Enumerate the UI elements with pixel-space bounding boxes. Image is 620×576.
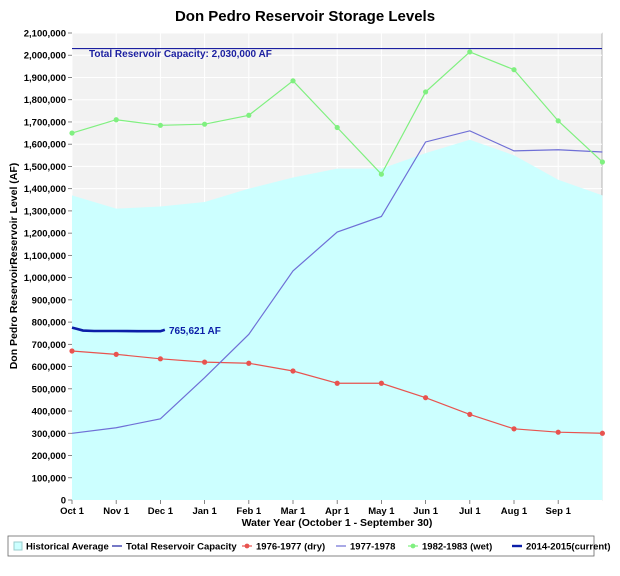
x-axis-label: Water Year (October 1 - September 30) [242,517,433,529]
data-point-1976-1977-dry [511,426,517,432]
y-tick-label: 1,500,000 [24,162,66,173]
x-tick-label: Jun 1 [413,506,439,517]
data-point-1982-1983-wet [246,112,252,118]
legend-marker-1976-1977-dry [244,543,250,549]
legend-box [7,535,595,557]
x-tick-label: Mar 1 [281,506,307,517]
x-tick-label: Feb 1 [236,506,262,517]
y-tick-label: 1,800,000 [24,95,66,106]
x-tick-label: Apr 1 [325,506,350,517]
x-tick-label: May 1 [368,506,395,517]
data-point-1982-1983-wet [334,124,340,131]
data-point-1976-1977-dry [555,429,561,435]
data-point-1976-1977-dry [113,351,119,357]
y-tick-label: 1,400,000 [24,184,66,195]
x-tick-label: Nov 1 [103,506,130,517]
data-point-1982-1983-wet [202,121,208,127]
y-tick-label: 400,000 [32,407,66,418]
data-point-1976-1977-dry [378,380,384,386]
capacity-label: Total Reservoir Capacity: 2,030,000 AF [89,49,272,60]
data-point-1982-1983-wet [423,89,429,95]
data-point-1976-1977-dry [157,356,163,362]
data-point-1976-1977-dry [290,368,296,374]
current-level-label: 765,621 AF [169,326,221,337]
y-tick-label: 1,100,000 [24,251,66,262]
y-tick-label: 2,000,000 [24,51,66,62]
y-tick-label: 600,000 [32,362,66,373]
data-point-1982-1983-wet [467,49,473,55]
data-point-1976-1977-dry [202,359,208,365]
data-point-1982-1983-wet [555,118,561,124]
y-tick-label: 800,000 [32,318,66,329]
data-point-1976-1977-dry [467,411,473,417]
legend-label-1982-1983-wet: 1982-1983 (wet) [422,542,492,553]
data-point-1982-1983-wet [157,122,163,128]
y-tick-label: 0 [61,496,66,507]
data-point-1982-1983-wet [378,171,384,177]
y-tick-label: 700,000 [32,340,66,351]
data-point-1982-1983-wet [599,159,606,165]
x-tick-label: Aug 1 [501,506,528,517]
legend-label-historical-average: Historical Average [26,542,109,553]
data-point-1982-1983-wet [511,67,517,73]
legend-label-1977-1978: 1977-1978 [350,542,395,553]
x-axis-ticks: Oct 1 Nov 1 Dec 1 Jan 1 Feb 1 Mar 1 Apr 1 May 1… [60,500,572,517]
y-tick-label: 900,000 [32,295,66,306]
data-point-1982-1983-wet [113,117,119,123]
series-line-1977-1978 [71,130,603,434]
y-tick-label: 1,000,000 [24,273,66,284]
legend-swatch-historical-average [13,541,23,551]
legend: Historical Average Total Reservoir Capaci… [13,541,611,553]
legend-label-2014-2015-current: 2014-2015(current) [526,542,611,553]
x-tick-label: Jul 1 [459,506,481,517]
legend-label-total-reservoir-capacity: Total Reservoir Capacity [126,542,237,553]
y-tick-label: 1,200,000 [24,229,66,240]
y-tick-label: 1,700,000 [24,117,66,128]
y-axis-label: Don Pedro ReservoirReservoir Level (AF) [8,163,20,370]
area-layer [72,139,603,500]
y-tick-label: 1,300,000 [24,206,66,217]
legend-marker-1982-1983-wet [410,543,416,549]
series-area-historical-average [72,139,603,500]
x-tick-label: Sep 1 [546,506,572,517]
chart-title: Don Pedro Reservoir Storage Levels [175,8,435,25]
x-tick-label: Oct 1 [60,506,84,517]
data-point-1976-1977-dry [334,380,340,386]
y-tick-label: 300,000 [32,429,66,440]
data-point-1976-1977-dry [246,360,252,366]
y-tick-label: 1,600,000 [24,140,66,151]
y-tick-label: 1,900,000 [24,73,66,84]
data-point-1976-1977-dry [69,348,75,354]
x-tick-label: Jan 1 [192,506,217,517]
x-tick-label: Dec 1 [148,506,174,517]
y-tick-label: 200,000 [32,451,66,462]
y-tick-label: 100,000 [32,473,66,484]
line-layer [69,47,606,436]
data-point-1976-1977-dry [599,430,606,436]
y-axis-ticks: 0 100,000 200,000 300,000 400,000 500,000 600,… [24,29,72,507]
data-point-1982-1983-wet [69,130,75,136]
data-point-1982-1983-wet [290,78,296,84]
y-tick-label: 2,100,000 [24,29,66,40]
y-tick-label: 500,000 [32,384,66,395]
series-line-2014-2015-current [71,326,166,333]
data-point-1976-1977-dry [423,395,429,401]
legend-label-1976-1977-dry: 1976-1977 (dry) [256,542,325,553]
